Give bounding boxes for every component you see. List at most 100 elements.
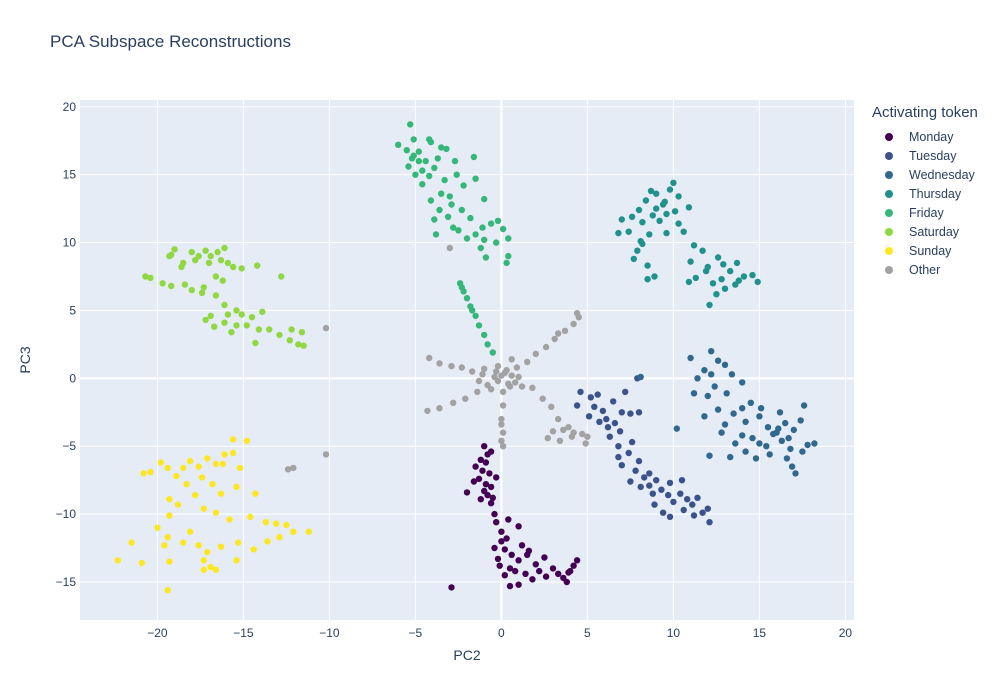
data-point-tuesday — [591, 403, 598, 410]
data-point-monday — [493, 519, 500, 526]
data-point-other — [508, 372, 515, 379]
data-point-friday — [467, 214, 474, 222]
data-point-tuesday — [635, 409, 643, 416]
data-point-friday — [469, 307, 476, 314]
data-point-sunday — [236, 464, 244, 472]
data-point-wednesday — [708, 348, 715, 355]
data-point-other — [498, 437, 505, 444]
data-point-tuesday — [690, 512, 698, 519]
data-point-monday — [515, 557, 522, 564]
data-point-other — [448, 362, 455, 370]
legend-item-tuesday[interactable]: Tuesday — [872, 146, 978, 165]
data-point-other — [512, 379, 519, 386]
data-point-wednesday — [797, 417, 804, 424]
data-point-thursday — [702, 267, 710, 275]
data-point-tuesday — [646, 482, 653, 489]
legend-item-other[interactable]: Other — [872, 260, 978, 279]
data-point-wednesday — [721, 421, 729, 428]
data-point-wednesday — [694, 375, 701, 382]
data-point-tuesday — [649, 490, 656, 497]
legend-item-saturday[interactable]: Saturday — [872, 222, 978, 241]
legend-item-monday[interactable]: Monday — [872, 127, 978, 146]
data-point-other — [462, 395, 469, 402]
data-point-other — [499, 402, 507, 409]
data-point-monday — [477, 456, 484, 463]
data-point-friday — [407, 121, 414, 128]
data-point-saturday — [159, 280, 166, 287]
data-point-wednesday — [785, 434, 792, 442]
data-point-saturday — [142, 273, 149, 280]
data-point-friday — [431, 216, 438, 223]
data-point-other — [518, 383, 526, 390]
data-point-thursday — [651, 273, 658, 280]
data-point-wednesday — [770, 430, 777, 438]
data-point-wednesday — [756, 413, 763, 420]
legend-item-thursday[interactable]: Thursday — [872, 184, 978, 203]
data-point-other — [584, 433, 591, 440]
data-point-tuesday — [632, 467, 639, 474]
data-point-monday — [512, 567, 519, 575]
data-point-sunday — [173, 472, 180, 480]
data-point-tuesday — [635, 457, 643, 465]
data-point-sunday — [200, 566, 207, 573]
data-point-friday — [450, 224, 457, 231]
data-point-friday — [472, 175, 479, 182]
data-point-saturday — [200, 284, 207, 291]
data-point-tuesday — [694, 494, 701, 501]
data-point-sunday — [140, 470, 147, 477]
data-point-sunday — [195, 463, 202, 470]
data-point-sunday — [219, 460, 226, 468]
data-points — [114, 121, 818, 594]
data-point-wednesday — [714, 406, 722, 413]
data-point-monday — [448, 584, 455, 591]
data-point-wednesday — [718, 429, 725, 436]
data-point-thursday — [721, 285, 729, 292]
data-point-thursday — [630, 255, 637, 263]
data-point-other — [290, 464, 297, 472]
data-point-saturday — [254, 262, 261, 269]
data-point-monday — [493, 474, 500, 481]
data-point-thursday — [749, 271, 756, 279]
data-point-tuesday — [677, 490, 684, 497]
data-point-thursday — [687, 258, 694, 265]
data-point-other — [498, 415, 505, 423]
data-point-other — [487, 386, 495, 393]
data-point-thursday — [733, 259, 741, 267]
data-point-sunday — [250, 546, 257, 553]
data-point-saturday — [221, 301, 228, 309]
legend-item-sunday[interactable]: Sunday — [872, 241, 978, 260]
data-point-monday — [525, 547, 533, 554]
data-point-thursday — [644, 276, 651, 283]
data-point-monday — [489, 494, 496, 501]
data-point-other — [529, 384, 536, 391]
data-point-saturday — [188, 248, 195, 256]
legend-item-wednesday[interactable]: Wednesday — [872, 165, 978, 184]
legend-item-friday[interactable]: Friday — [872, 203, 978, 222]
data-point-thursday — [639, 240, 646, 248]
data-point-thursday — [663, 229, 670, 237]
data-point-wednesday — [757, 405, 765, 412]
data-point-friday — [415, 148, 422, 155]
data-point-sunday — [183, 481, 190, 488]
data-point-wednesday — [804, 441, 811, 449]
data-point-other — [284, 466, 292, 473]
y-tick-label: 10 — [63, 236, 77, 250]
data-point-sunday — [272, 520, 280, 527]
data-point-sunday — [217, 490, 225, 497]
legend-label: Sunday — [909, 243, 952, 258]
data-point-wednesday — [778, 437, 785, 444]
data-point-saturday — [212, 273, 220, 280]
data-point-monday — [498, 528, 505, 535]
data-point-tuesday — [577, 388, 584, 396]
data-point-sunday — [283, 521, 290, 529]
y-tick-label: −5 — [62, 439, 76, 453]
data-point-other — [481, 365, 488, 372]
x-tick-label: −20 — [147, 626, 168, 640]
data-point-saturday — [259, 308, 266, 315]
data-point-saturday — [238, 265, 245, 272]
data-point-wednesday — [747, 399, 754, 406]
data-point-friday — [443, 145, 450, 153]
legend-marker — [885, 227, 893, 236]
data-point-tuesday — [618, 409, 625, 416]
data-point-monday — [503, 535, 510, 542]
